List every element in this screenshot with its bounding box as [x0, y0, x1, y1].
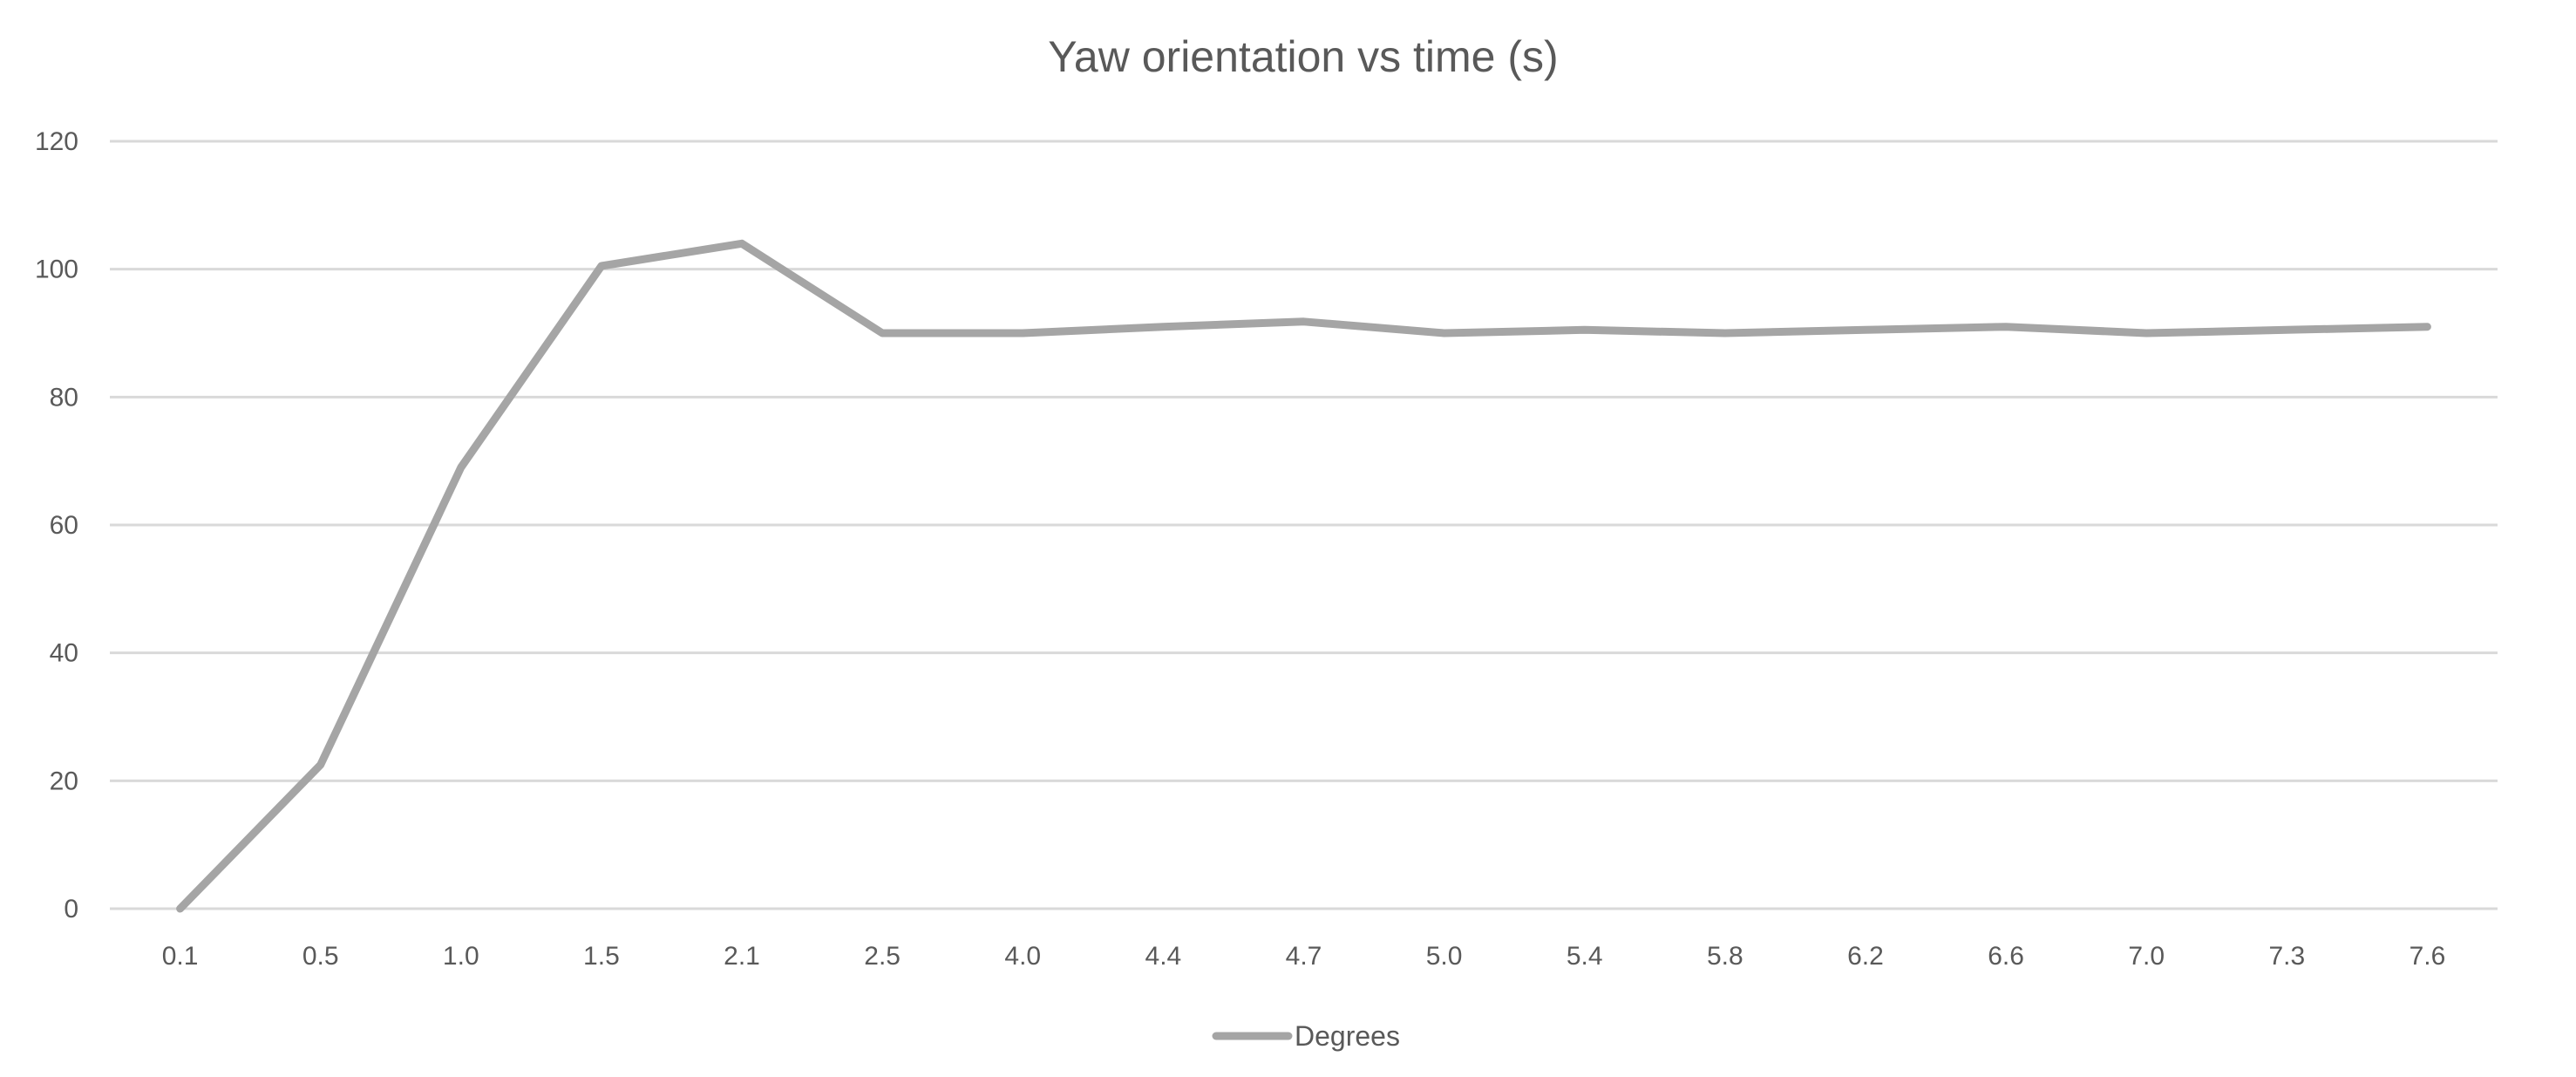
x-tick-label: 4.0: [1004, 942, 1041, 971]
y-tick-label: 20: [50, 767, 78, 795]
x-tick-label: 4.7: [1286, 942, 1322, 971]
x-tick-label: 7.3: [2268, 942, 2305, 971]
x-tick-label: 4.4: [1145, 942, 1182, 971]
x-tick-label: 2.5: [864, 942, 901, 971]
series-line-degrees: [176, 239, 2431, 913]
gridlines: [110, 140, 2498, 910]
x-tick-label: 7.0: [2128, 942, 2165, 971]
legend-label-degrees: Degrees: [1295, 1020, 1400, 1052]
x-axis-tick-labels: 0.1 0.5 1.0 1.5 2.1 2.5 4.0 4.4 4.7 5.0 5.4 5.8 6.2 6…: [162, 942, 2446, 971]
x-tick-label: 6.6: [1988, 942, 2024, 971]
x-tick-label: 0.1: [162, 942, 199, 971]
x-tick-label: 0.5: [302, 942, 339, 971]
y-tick-label: 80: [50, 383, 78, 412]
y-tick-label: 100: [35, 256, 78, 284]
y-tick-label: 0: [64, 895, 78, 924]
series-lines: [176, 239, 2431, 913]
x-tick-label: 6.2: [1847, 942, 1884, 971]
y-axis-tick-labels: 0 20 40 60 80 100 120: [35, 127, 78, 924]
x-tick-label: 1.0: [443, 942, 479, 971]
x-tick-label: 2.1: [724, 942, 760, 971]
legend: Degrees: [1212, 1020, 1400, 1052]
chart-title: Yaw orientation vs time (s): [1048, 32, 1558, 81]
x-tick-label: 1.5: [583, 942, 620, 971]
y-tick-label: 120: [35, 127, 78, 156]
y-tick-label: 40: [50, 639, 78, 668]
x-tick-label: 5.8: [1707, 942, 1743, 971]
x-tick-label: 5.4: [1567, 942, 1603, 971]
x-tick-label: 7.6: [2409, 942, 2446, 971]
x-tick-label: 5.0: [1426, 942, 1463, 971]
y-tick-label: 60: [50, 511, 78, 540]
